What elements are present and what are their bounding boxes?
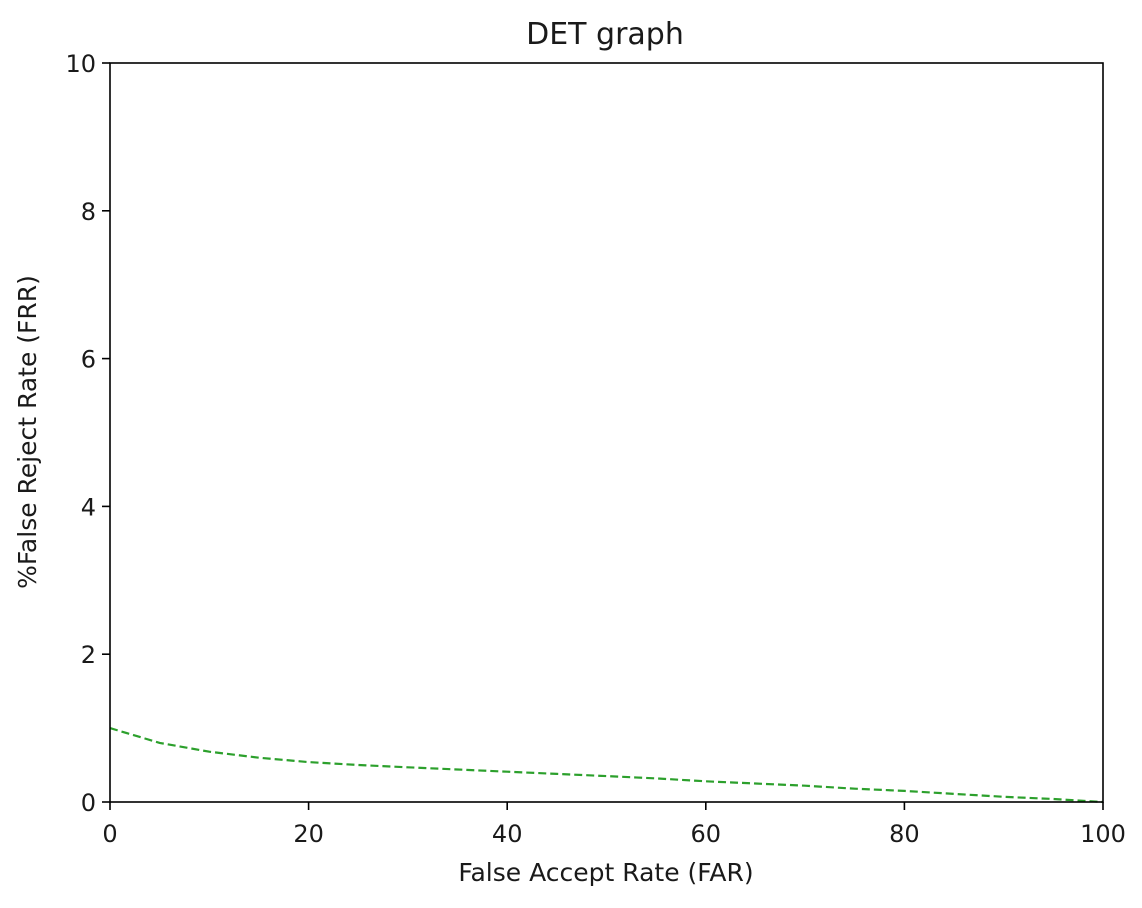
y-tick-label: 10: [65, 50, 96, 78]
series-line: [109, 727, 1104, 804]
y-tick-label: 0: [81, 789, 96, 817]
x-tick-label: 0: [102, 820, 117, 848]
x-tick-label: 100: [1080, 820, 1126, 848]
y-tick-label: 4: [81, 493, 96, 521]
x-axis-label: False Accept Rate (FAR): [458, 858, 753, 887]
x-axis: 0 20 40 60 80 100: [102, 802, 1126, 848]
chart-title: DET graph: [526, 17, 684, 52]
y-axis: 0 2 4 6 8 10: [65, 50, 110, 817]
x-tick-label: 20: [293, 820, 324, 848]
y-tick-label: 6: [81, 346, 96, 374]
x-tick-label: 40: [492, 820, 523, 848]
y-tick-label: 2: [81, 641, 96, 669]
plot-area: [109, 727, 1104, 804]
y-axis-label: %False Reject Rate (FRR): [13, 275, 42, 589]
plot-frame: [109, 62, 1104, 803]
x-tick-label: 80: [889, 820, 920, 848]
y-tick-label: 8: [81, 198, 96, 226]
x-tick-label: 60: [691, 820, 722, 848]
